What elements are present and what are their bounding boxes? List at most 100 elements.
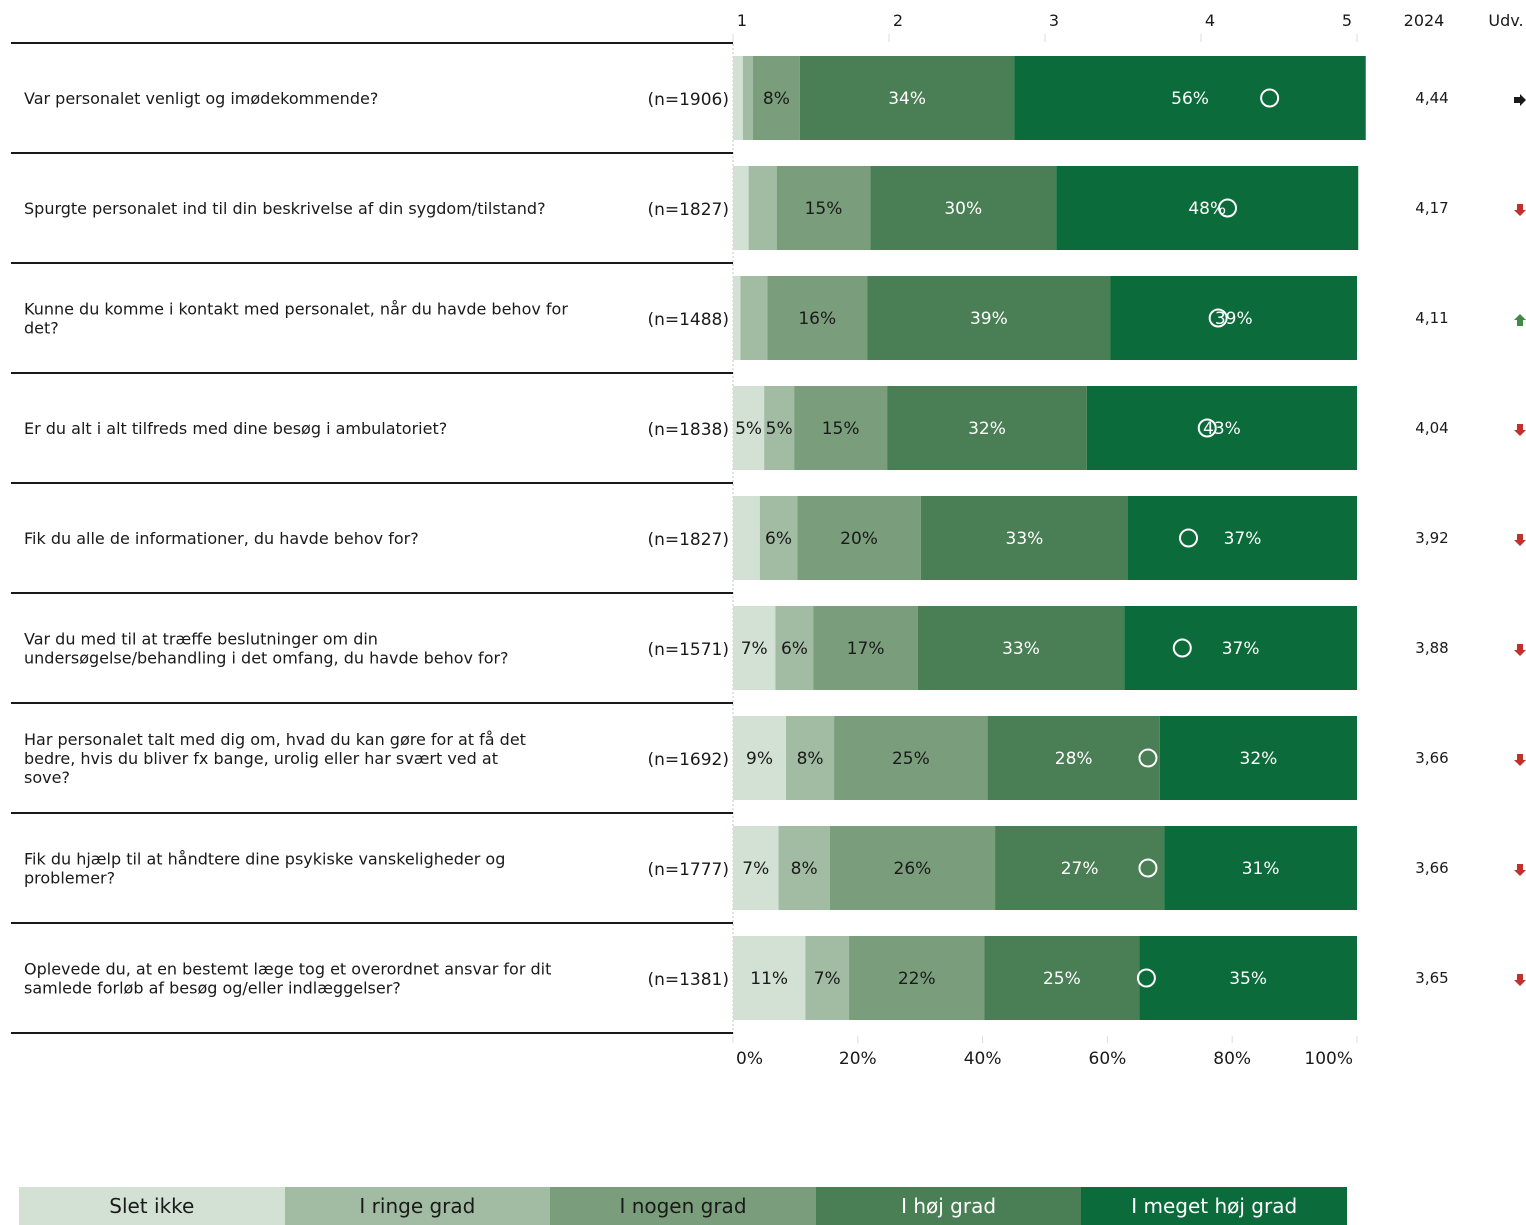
bar-segment-1: [733, 56, 743, 140]
trend-arrow-down-icon: [1514, 974, 1526, 986]
trend-column-header: Udv.: [1488, 11, 1523, 30]
bar-segment-5: [1139, 936, 1357, 1020]
bottom-axis-tick-label: 20%: [839, 1049, 877, 1069]
score-column-header: 2024: [1404, 11, 1445, 30]
question-label: Var du med til at træffe beslutninger om…: [24, 630, 378, 649]
bar-segment-5: [1124, 606, 1357, 690]
segment-label: 32%: [968, 419, 1006, 439]
segment-label: 39%: [970, 309, 1008, 329]
segment-label: 33%: [1006, 529, 1044, 549]
question-label: Spurgte personalet ind til din beskrivel…: [24, 199, 546, 218]
legend-item: I nogen grad: [550, 1187, 816, 1225]
respondent-count: (n=1906): [647, 90, 729, 110]
bar-segment-3: [829, 826, 996, 910]
bar-segment-2: [786, 716, 835, 800]
respondent-count: (n=1381): [647, 970, 729, 990]
segment-label: 31%: [1242, 859, 1280, 879]
trend-arrow-down-icon: [1514, 534, 1526, 546]
score-value: 3,88: [1415, 639, 1448, 657]
question-label: samlede forløb af besøg og/eller indlægg…: [24, 979, 401, 998]
bar-segment-3: [834, 716, 988, 800]
top-axis-tick-label: 1: [737, 11, 747, 30]
question-label: Var personalet venligt og imødekommende?: [24, 89, 378, 108]
segment-label: 8%: [791, 859, 818, 879]
bottom-axis-tick-label: 60%: [1089, 1049, 1127, 1069]
bar-segment-2: [775, 606, 814, 690]
question-label: sove?: [24, 768, 70, 787]
segment-label: 48%: [1188, 199, 1226, 219]
bar-segment-2: [740, 276, 768, 360]
mean-marker: [1136, 968, 1156, 988]
bottom-axis-tick-label: 80%: [1213, 1049, 1251, 1069]
segment-label: 8%: [763, 89, 790, 109]
bar-segment-4: [799, 56, 1015, 140]
mean-marker: [1138, 858, 1158, 878]
segment-label: 30%: [944, 199, 982, 219]
bar-segment-5: [1127, 496, 1357, 580]
segment-label: 26%: [894, 859, 932, 879]
score-value: 3,65: [1415, 969, 1448, 987]
mean-marker: [1179, 528, 1199, 548]
score-value: 3,66: [1415, 859, 1448, 877]
trend-arrow-flat-icon: [1514, 94, 1526, 106]
segment-label: 15%: [822, 419, 860, 439]
score-value: 3,92: [1415, 529, 1448, 547]
segment-label: 27%: [1061, 859, 1099, 879]
bar-segment-1: [733, 386, 765, 470]
segment-label: 9%: [746, 749, 773, 769]
bottom-axis-tick-label: 40%: [964, 1049, 1002, 1069]
respondent-count: (n=1827): [647, 200, 729, 220]
question-label: Kunne du komme i kontakt med personalet,…: [24, 300, 568, 319]
bar-segment-1: [733, 166, 749, 250]
bar-segment-2: [742, 56, 753, 140]
segment-label: 20%: [840, 529, 878, 549]
score-value: 4,04: [1415, 419, 1448, 437]
bar-segment-4: [917, 606, 1125, 690]
segment-label: 11%: [750, 969, 788, 989]
mean-marker: [1138, 748, 1158, 768]
bar-segment-4: [920, 496, 1128, 580]
bar-segment-2: [759, 496, 798, 580]
respondent-count: (n=1692): [647, 750, 729, 770]
trend-arrow-down-icon: [1514, 204, 1526, 216]
mean-marker: [1208, 308, 1228, 328]
bar-segment-4: [870, 166, 1057, 250]
bar-segment-1: [733, 496, 760, 580]
bar-segment-3: [813, 606, 918, 690]
question-label: Fik du alle de informationer, du havde b…: [24, 529, 419, 548]
bar-segment-2: [764, 386, 795, 470]
bar-segment-5: [1164, 826, 1357, 910]
trend-arrow-up-icon: [1514, 314, 1526, 326]
bar-segment-3: [767, 276, 868, 360]
bar-segment-3: [776, 166, 871, 250]
bar-segment-3: [797, 496, 921, 580]
bottom-axis-tick-label: 0%: [736, 1049, 763, 1069]
segment-label: 33%: [1002, 639, 1040, 659]
bar-segment-3: [849, 936, 985, 1020]
question-label: bedre, hvis du bliver fx bange, urolig e…: [24, 749, 498, 768]
segment-label: 37%: [1224, 529, 1262, 549]
bar-segment-4: [887, 386, 1087, 470]
segment-label: 7%: [741, 639, 768, 659]
bar-segment-4: [987, 716, 1160, 800]
score-value: 4,11: [1415, 309, 1448, 327]
segment-label: 28%: [1055, 749, 1093, 769]
question-label: undersøgelse/behandling i det omfang, du…: [24, 649, 509, 668]
question-label: det?: [24, 319, 59, 338]
top-axis-tick-label: 3: [1049, 11, 1059, 30]
bar-segment-4: [984, 936, 1140, 1020]
bar-segment-3: [752, 56, 800, 140]
bottom-axis-tick-label: 100%: [1304, 1049, 1353, 1069]
bar-segment-1: [733, 276, 741, 360]
score-value: 4,44: [1415, 89, 1448, 107]
respondent-count: (n=1488): [647, 310, 729, 330]
segment-label: 17%: [847, 639, 885, 659]
segment-label: 25%: [892, 749, 930, 769]
legend-item: I høj grad: [815, 1187, 1082, 1225]
legend-item: I meget høj grad: [1081, 1187, 1347, 1225]
survey-chart: 1 2 3 4 5 2024 Udv. Var personalet venligt og i…: [11, 11, 1526, 1069]
segment-label: 8%: [797, 749, 824, 769]
segment-label: 56%: [1171, 89, 1209, 109]
segment-label: 32%: [1240, 749, 1278, 769]
bar-segment-5: [1159, 716, 1357, 800]
